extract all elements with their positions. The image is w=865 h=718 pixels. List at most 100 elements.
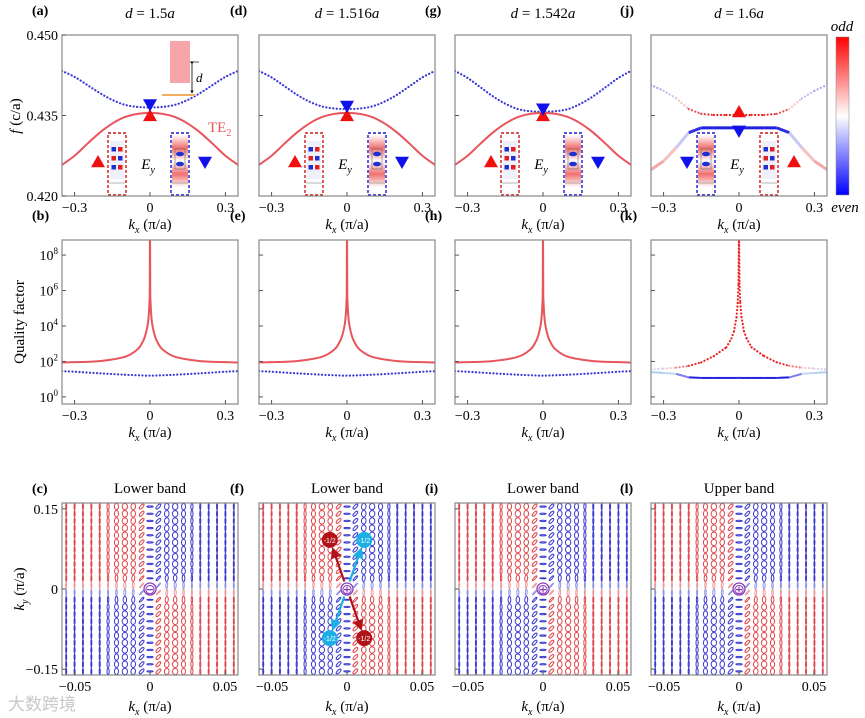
polarization-ellipse [654,538,657,547]
polarization-ellipse [539,655,547,659]
polarization-ellipse [523,567,529,575]
polarization-ellipse [396,531,399,539]
polarization-ellipse [592,660,595,668]
polarization-ellipse [429,660,432,668]
polarization-ellipse [180,538,187,547]
polarization-ellipse [181,574,186,582]
polarization-ellipse [695,567,699,575]
half-charge-label: -1/2 [324,538,336,545]
polarization-ellipse [295,653,298,661]
polarization-ellipse [81,581,84,590]
polarization-ellipse [278,574,281,582]
polarization-ellipse [295,538,298,547]
polarization-ellipse [710,624,718,633]
polarization-ellipse [483,560,486,568]
polarization-ellipse [670,588,673,597]
polarization-ellipse [821,567,824,575]
polarization-ellipse [131,581,135,590]
polarization-ellipse [617,588,620,597]
polarization-ellipse [609,553,612,561]
polarization-ellipse [600,538,603,547]
polarization-ellipse [687,553,690,561]
polarization-ellipse [199,639,202,647]
polarization-ellipse [328,574,333,582]
polarization-ellipse [207,567,210,575]
polarization-ellipse [146,620,154,623]
polarization-ellipse [138,503,145,510]
polarization-ellipse [556,538,563,547]
polarization-ellipse [753,603,759,611]
polarization-ellipse [539,519,547,523]
polarization-ellipse [180,660,187,668]
band-curve-segment [687,361,703,367]
polarization-ellipse [499,617,503,625]
polarization-ellipse [396,667,399,675]
polarization-ellipse [779,574,783,582]
polarization-ellipse [113,667,120,675]
polarization-ellipse [303,560,307,568]
polarization-ellipse [138,568,145,575]
polarization-ellipse [113,660,120,668]
polarization-ellipse [727,553,734,560]
field-background [565,135,581,187]
polarization-ellipse [813,588,816,597]
field-lobe [569,151,577,157]
polarization-ellipse [744,575,751,582]
polarization-ellipse [508,581,511,590]
polarization-ellipse [155,632,162,639]
polarization-ellipse [583,503,587,511]
polarization-ellipse [318,617,326,625]
polarization-ellipse [506,653,513,661]
even-mode-profile [696,132,716,196]
polarization-ellipse [524,596,529,604]
polarization-ellipse [270,531,273,539]
polarization-ellipse [695,531,699,539]
polarization-ellipse [539,627,547,630]
polarization-ellipse [396,560,399,568]
polarization-ellipse [232,567,235,575]
polarization-ellipse [65,631,68,640]
polarization-ellipse [548,532,555,539]
polarization-ellipse [523,510,530,518]
polarization-ellipse [679,667,682,675]
polarization-ellipse [531,618,538,625]
field-component-label: Ey [337,157,352,176]
polarization-ellipse [155,575,162,582]
polarization-ellipse [458,639,461,647]
polarization-ellipse [821,653,824,661]
polarization-ellipse [515,574,521,582]
polarization-ellipse [609,624,612,633]
polarization-ellipse [474,596,477,604]
polarization-ellipse [466,560,469,568]
polarization-ellipse [138,575,145,582]
polarization-ellipse [565,574,571,582]
half-charge-label: -1/2 [358,538,370,545]
polarization-ellipse [368,524,376,532]
polarization-ellipse [199,545,202,554]
polarization-ellipse [796,653,799,661]
polarization-ellipse [190,503,194,511]
polarization-ellipse [752,610,759,618]
polarization-ellipse [719,667,726,675]
polarization-ellipse [609,503,612,511]
polarization-ellipse [327,567,333,575]
polarization-ellipse [813,517,816,525]
polarization-ellipse [130,660,137,668]
polarization-ellipse [574,603,579,611]
polarization-ellipse [270,624,273,633]
panel-title: d = 1.542a [511,6,576,22]
polarization-ellipse [727,639,734,646]
polarization-ellipse [813,574,816,582]
polarization-ellipse [180,653,187,661]
polarization-ellipse [727,646,734,653]
polarization-ellipse [429,531,432,539]
polarization-ellipse [343,569,351,573]
polarization-ellipse [369,567,376,575]
even-mode-legend-marker [680,156,694,169]
panel-label-i: (i) [425,482,439,497]
polarization-ellipse [670,560,673,568]
polarization-ellipse [458,624,461,633]
polarization-ellipse [719,524,726,532]
polarization-ellipse [404,581,407,590]
polarization-ellipse [813,653,816,661]
